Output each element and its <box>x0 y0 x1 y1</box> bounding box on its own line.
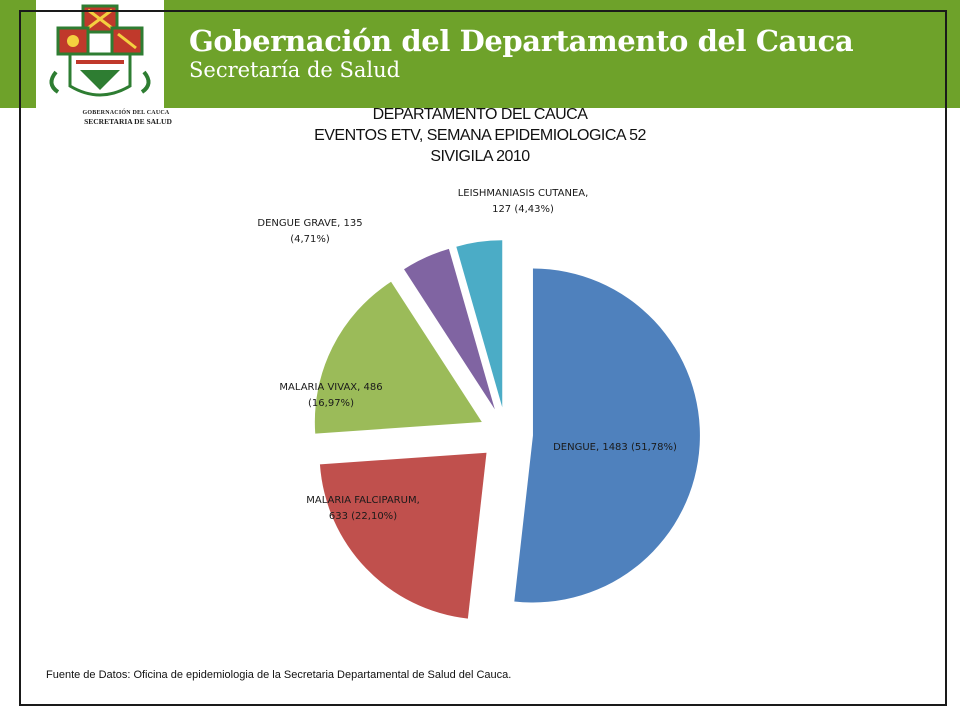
seal-text-top: GOBERNACIÓN DEL CAUCA <box>82 110 170 116</box>
page-subtitle: Secretaría de Salud <box>189 58 401 82</box>
data-label-line: (4,71%) <box>290 234 330 245</box>
pie-slice-malaria-vivax <box>314 281 482 434</box>
data-label-line: (16,97%) <box>308 398 354 409</box>
data-label-dengue: DENGUE, 1483 (51,78%) <box>553 442 677 453</box>
chart-title-line: DEPARTAMENTO DEL CAUCA <box>372 106 588 123</box>
pie-slice-malaria-falciparum <box>319 452 487 619</box>
pie-slice-dengue <box>514 268 700 603</box>
data-label-line: 127 (4,43%) <box>492 204 554 215</box>
chart-title: DEPARTAMENTO DEL CAUCA EVENTOS ETV, SEMA… <box>220 104 740 167</box>
data-label-malaria-vivax: MALARIA VIVAX, 486 (16,97%) <box>279 382 382 409</box>
data-label-dengue-grave: DENGUE GRAVE, 135 (4,71%) <box>257 218 362 245</box>
page-title: Gobernación del Departamento del Cauca <box>189 24 854 58</box>
pie-slice-dengue-grave <box>404 248 495 410</box>
data-label-malaria-falciparum: MALARIA FALCIPARUM, 633 (22,10%) <box>306 495 420 522</box>
seal-text-bottom: SECRETARIA DE SALUD <box>84 117 172 126</box>
data-label-line: MALARIA FALCIPARUM, <box>306 495 420 506</box>
data-label-leishmaniasis-cutanea: LEISHMANIASIS CUTANEA, 127 (4,43%) <box>458 188 589 215</box>
chart-title-line: EVENTOS ETV, SEMANA EPIDEMIOLOGICA 52 <box>314 127 646 144</box>
chart-title-line: SIVIGILA 2010 <box>430 148 530 165</box>
data-label-line: LEISHMANIASIS CUTANEA, <box>458 188 589 199</box>
data-label-line: 633 (22,10%) <box>329 511 397 522</box>
data-label-line: MALARIA VIVAX, 486 <box>279 382 382 393</box>
data-label-line: DENGUE GRAVE, 135 <box>257 218 362 229</box>
data-label-line: DENGUE, 1483 (51,78%) <box>553 442 677 453</box>
coat-of-arms-icon <box>49 4 151 97</box>
logo: GOBERNACIÓN DEL CAUCA SECRETARIA DE SALU… <box>36 0 172 126</box>
pie-slice-leishmaniasis-cutanea <box>456 240 503 408</box>
data-source-note: Fuente de Datos: Oficina de epidemiologi… <box>46 669 512 681</box>
